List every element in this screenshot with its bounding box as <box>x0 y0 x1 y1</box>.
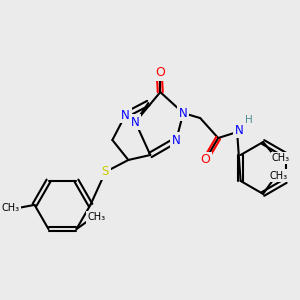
Text: O: O <box>155 66 165 79</box>
Text: S: S <box>102 166 109 178</box>
Text: O: O <box>200 154 210 166</box>
Text: CH₃: CH₃ <box>272 153 290 163</box>
Text: N: N <box>172 134 181 146</box>
Text: N: N <box>131 116 140 129</box>
Text: N: N <box>121 109 130 122</box>
Text: H: H <box>245 115 253 125</box>
Text: CH₃: CH₃ <box>87 212 106 222</box>
Text: N: N <box>179 106 188 120</box>
Text: N: N <box>235 124 244 136</box>
Text: CH₃: CH₃ <box>270 171 288 181</box>
Text: CH₃: CH₃ <box>2 203 20 213</box>
